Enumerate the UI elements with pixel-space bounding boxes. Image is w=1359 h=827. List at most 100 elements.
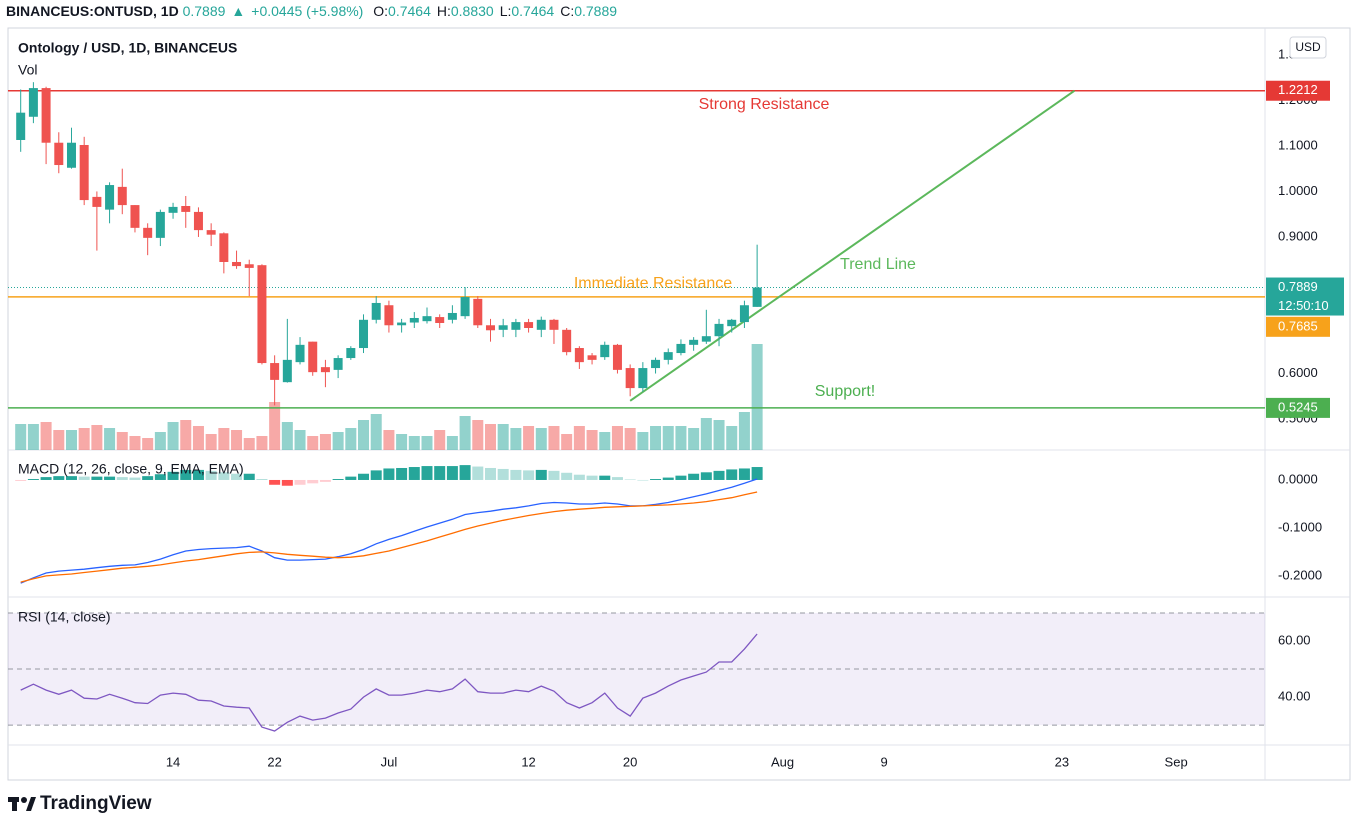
x-tick-label: 22 xyxy=(267,754,281,769)
candle-body xyxy=(232,261,242,267)
candle-body xyxy=(422,316,432,322)
candle-body xyxy=(689,339,699,345)
candle-body xyxy=(435,317,445,323)
candle-body xyxy=(701,336,711,342)
macd-histogram-bar xyxy=(624,479,636,480)
level-badge xyxy=(1266,316,1330,337)
macd-title: MACD (12, 26, close, 9, EMA, EMA) xyxy=(18,461,244,477)
candle-body xyxy=(676,343,686,354)
candle-body xyxy=(409,317,419,323)
y-tick-label: 1.1000 xyxy=(1278,137,1318,152)
currency-badge[interactable] xyxy=(1289,36,1327,59)
candle-body xyxy=(320,367,330,373)
macd-histogram-bar xyxy=(738,468,750,480)
level-badge xyxy=(1266,397,1330,418)
candle-body xyxy=(244,264,254,268)
macd-histogram-bar xyxy=(484,467,496,480)
volume-bar xyxy=(370,414,382,450)
macd-histogram-bar xyxy=(65,476,77,480)
volume-bar xyxy=(116,432,128,450)
volume-bar xyxy=(307,436,319,450)
y-tick-label: 1.0000 xyxy=(1278,183,1318,198)
volume-bar xyxy=(459,416,471,450)
volume-bar xyxy=(78,428,90,450)
trend-line-label: Trend Line xyxy=(840,256,916,273)
macd-histogram-bar xyxy=(637,479,649,481)
volume-bar xyxy=(27,424,39,450)
volume-bar xyxy=(53,430,65,450)
macd-histogram-bar xyxy=(688,473,700,480)
macd-histogram-bar xyxy=(91,476,103,480)
macd-histogram-bar xyxy=(675,475,687,480)
candle-body xyxy=(193,211,203,231)
volume-bar xyxy=(726,426,738,450)
macd-histogram-bar xyxy=(446,466,458,480)
macd-histogram-bar xyxy=(421,466,433,480)
volume-bar xyxy=(421,436,433,450)
macd-histogram-bar xyxy=(53,476,65,480)
candle-body xyxy=(612,344,622,370)
candle-body xyxy=(333,358,343,370)
volume-bar xyxy=(281,422,293,450)
last-price-badge xyxy=(1266,277,1344,316)
candle-body xyxy=(28,88,38,117)
volume-bar xyxy=(358,420,370,450)
volume-bar xyxy=(586,430,598,450)
y-tick-label: 0.6000 xyxy=(1278,365,1318,380)
macd-histogram-bar xyxy=(129,477,141,480)
volume-bar xyxy=(624,428,636,450)
volume-bar xyxy=(129,436,141,450)
volume-bar xyxy=(434,430,446,450)
volume-bar xyxy=(713,420,725,450)
candle-body xyxy=(282,359,292,383)
ohlc-value: 0.7464 xyxy=(388,3,431,19)
macd-histogram-bar xyxy=(726,469,738,480)
ohlc-label: L: xyxy=(499,3,512,19)
volume-bar xyxy=(40,422,52,450)
candle-body xyxy=(600,344,610,358)
candle-body xyxy=(511,322,521,330)
x-tick-label: 23 xyxy=(1055,754,1069,769)
volume-bar xyxy=(218,428,230,450)
candle-body xyxy=(727,319,737,327)
ohlc-label: H: xyxy=(436,3,451,19)
volume-bar xyxy=(497,424,509,450)
candle-body xyxy=(739,305,749,323)
candle-body xyxy=(460,297,470,317)
macd-histogram-bar xyxy=(370,470,382,480)
macd-histogram-bar xyxy=(345,476,357,480)
macd-histogram-bar xyxy=(510,469,522,480)
level-badge-value: 0.5245 xyxy=(1278,399,1318,414)
candle-body xyxy=(371,302,381,320)
y-tick-label: -0.1000 xyxy=(1278,519,1322,534)
volume-bar xyxy=(383,430,395,450)
macd-histogram-bar xyxy=(40,477,52,480)
level-badge xyxy=(1266,80,1330,101)
candle-body xyxy=(219,233,229,262)
macd-histogram-bar xyxy=(218,472,230,480)
candle-body xyxy=(524,322,534,328)
volume-bar xyxy=(91,425,103,450)
volume-bar xyxy=(599,432,611,450)
ohlc-value: 0.7889 xyxy=(574,3,618,19)
symbol-header: BINANCEUS:ONTUSD, 1D 0.7889 ▲ +0.0445 (+5.… xyxy=(6,3,623,19)
level-label: Strong Resistance xyxy=(699,96,830,113)
candle-body xyxy=(92,196,102,207)
rsi-line xyxy=(20,633,758,732)
volume-bar xyxy=(65,430,77,450)
candle-body xyxy=(54,142,64,166)
macd-histogram-bar xyxy=(104,476,116,480)
x-tick-label: Sep xyxy=(1165,754,1188,769)
macd-histogram-bar xyxy=(599,475,611,480)
candle-body xyxy=(447,312,457,320)
macd-histogram-bar xyxy=(408,467,420,480)
volume-bar xyxy=(15,424,27,450)
level-badge-value: 1.2212 xyxy=(1278,82,1318,97)
macd-histogram-bar xyxy=(154,474,166,480)
candle-body xyxy=(257,265,267,364)
volume-bar xyxy=(573,426,585,450)
countdown: 12:50:10 xyxy=(1278,298,1329,313)
candle-body xyxy=(130,205,140,228)
volume-bar xyxy=(561,434,573,450)
